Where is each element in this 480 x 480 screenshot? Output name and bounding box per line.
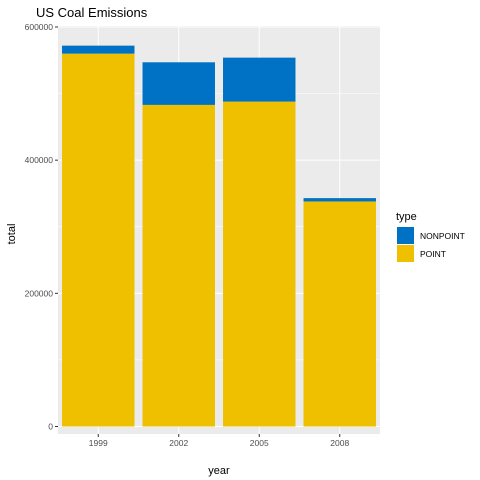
bar-nonpoint-2008 [303, 198, 376, 202]
y-axis-title: total [6, 224, 18, 245]
legend: type NONPOINT POINT [396, 211, 465, 262]
y-tick-label: 200000 [25, 288, 54, 298]
legend-label-nonpoint: NONPOINT [420, 231, 465, 241]
bar-nonpoint-1999 [62, 45, 135, 54]
bar-nonpoint-2005 [223, 57, 296, 102]
bar-point-1999 [62, 53, 135, 427]
axes: 0 200000 400000 600000 1999 2002 2005 2008 [25, 22, 350, 448]
bars [62, 45, 376, 427]
bar-point-2002 [142, 104, 215, 427]
legend-label-point: POINT [420, 249, 446, 259]
legend-title: type [396, 211, 417, 223]
legend-items: NONPOINT POINT [397, 227, 465, 262]
bar-point-2008 [303, 201, 376, 427]
x-tick-label: 2005 [250, 438, 269, 448]
legend-key-nonpoint [397, 227, 414, 244]
bar-nonpoint-2002 [142, 62, 215, 105]
x-tick-label: 2002 [169, 438, 188, 448]
y-tick-label: 400000 [25, 155, 54, 165]
x-tick-label: 2008 [330, 438, 349, 448]
y-tick-label: 600000 [25, 22, 54, 32]
x-tick-label: 1999 [89, 438, 108, 448]
x-axis-title: year [208, 465, 230, 477]
chart-title: US Coal Emissions [36, 5, 148, 20]
legend-key-point [397, 245, 414, 262]
y-tick-label: 0 [48, 422, 53, 432]
bar-point-2005 [223, 101, 296, 427]
